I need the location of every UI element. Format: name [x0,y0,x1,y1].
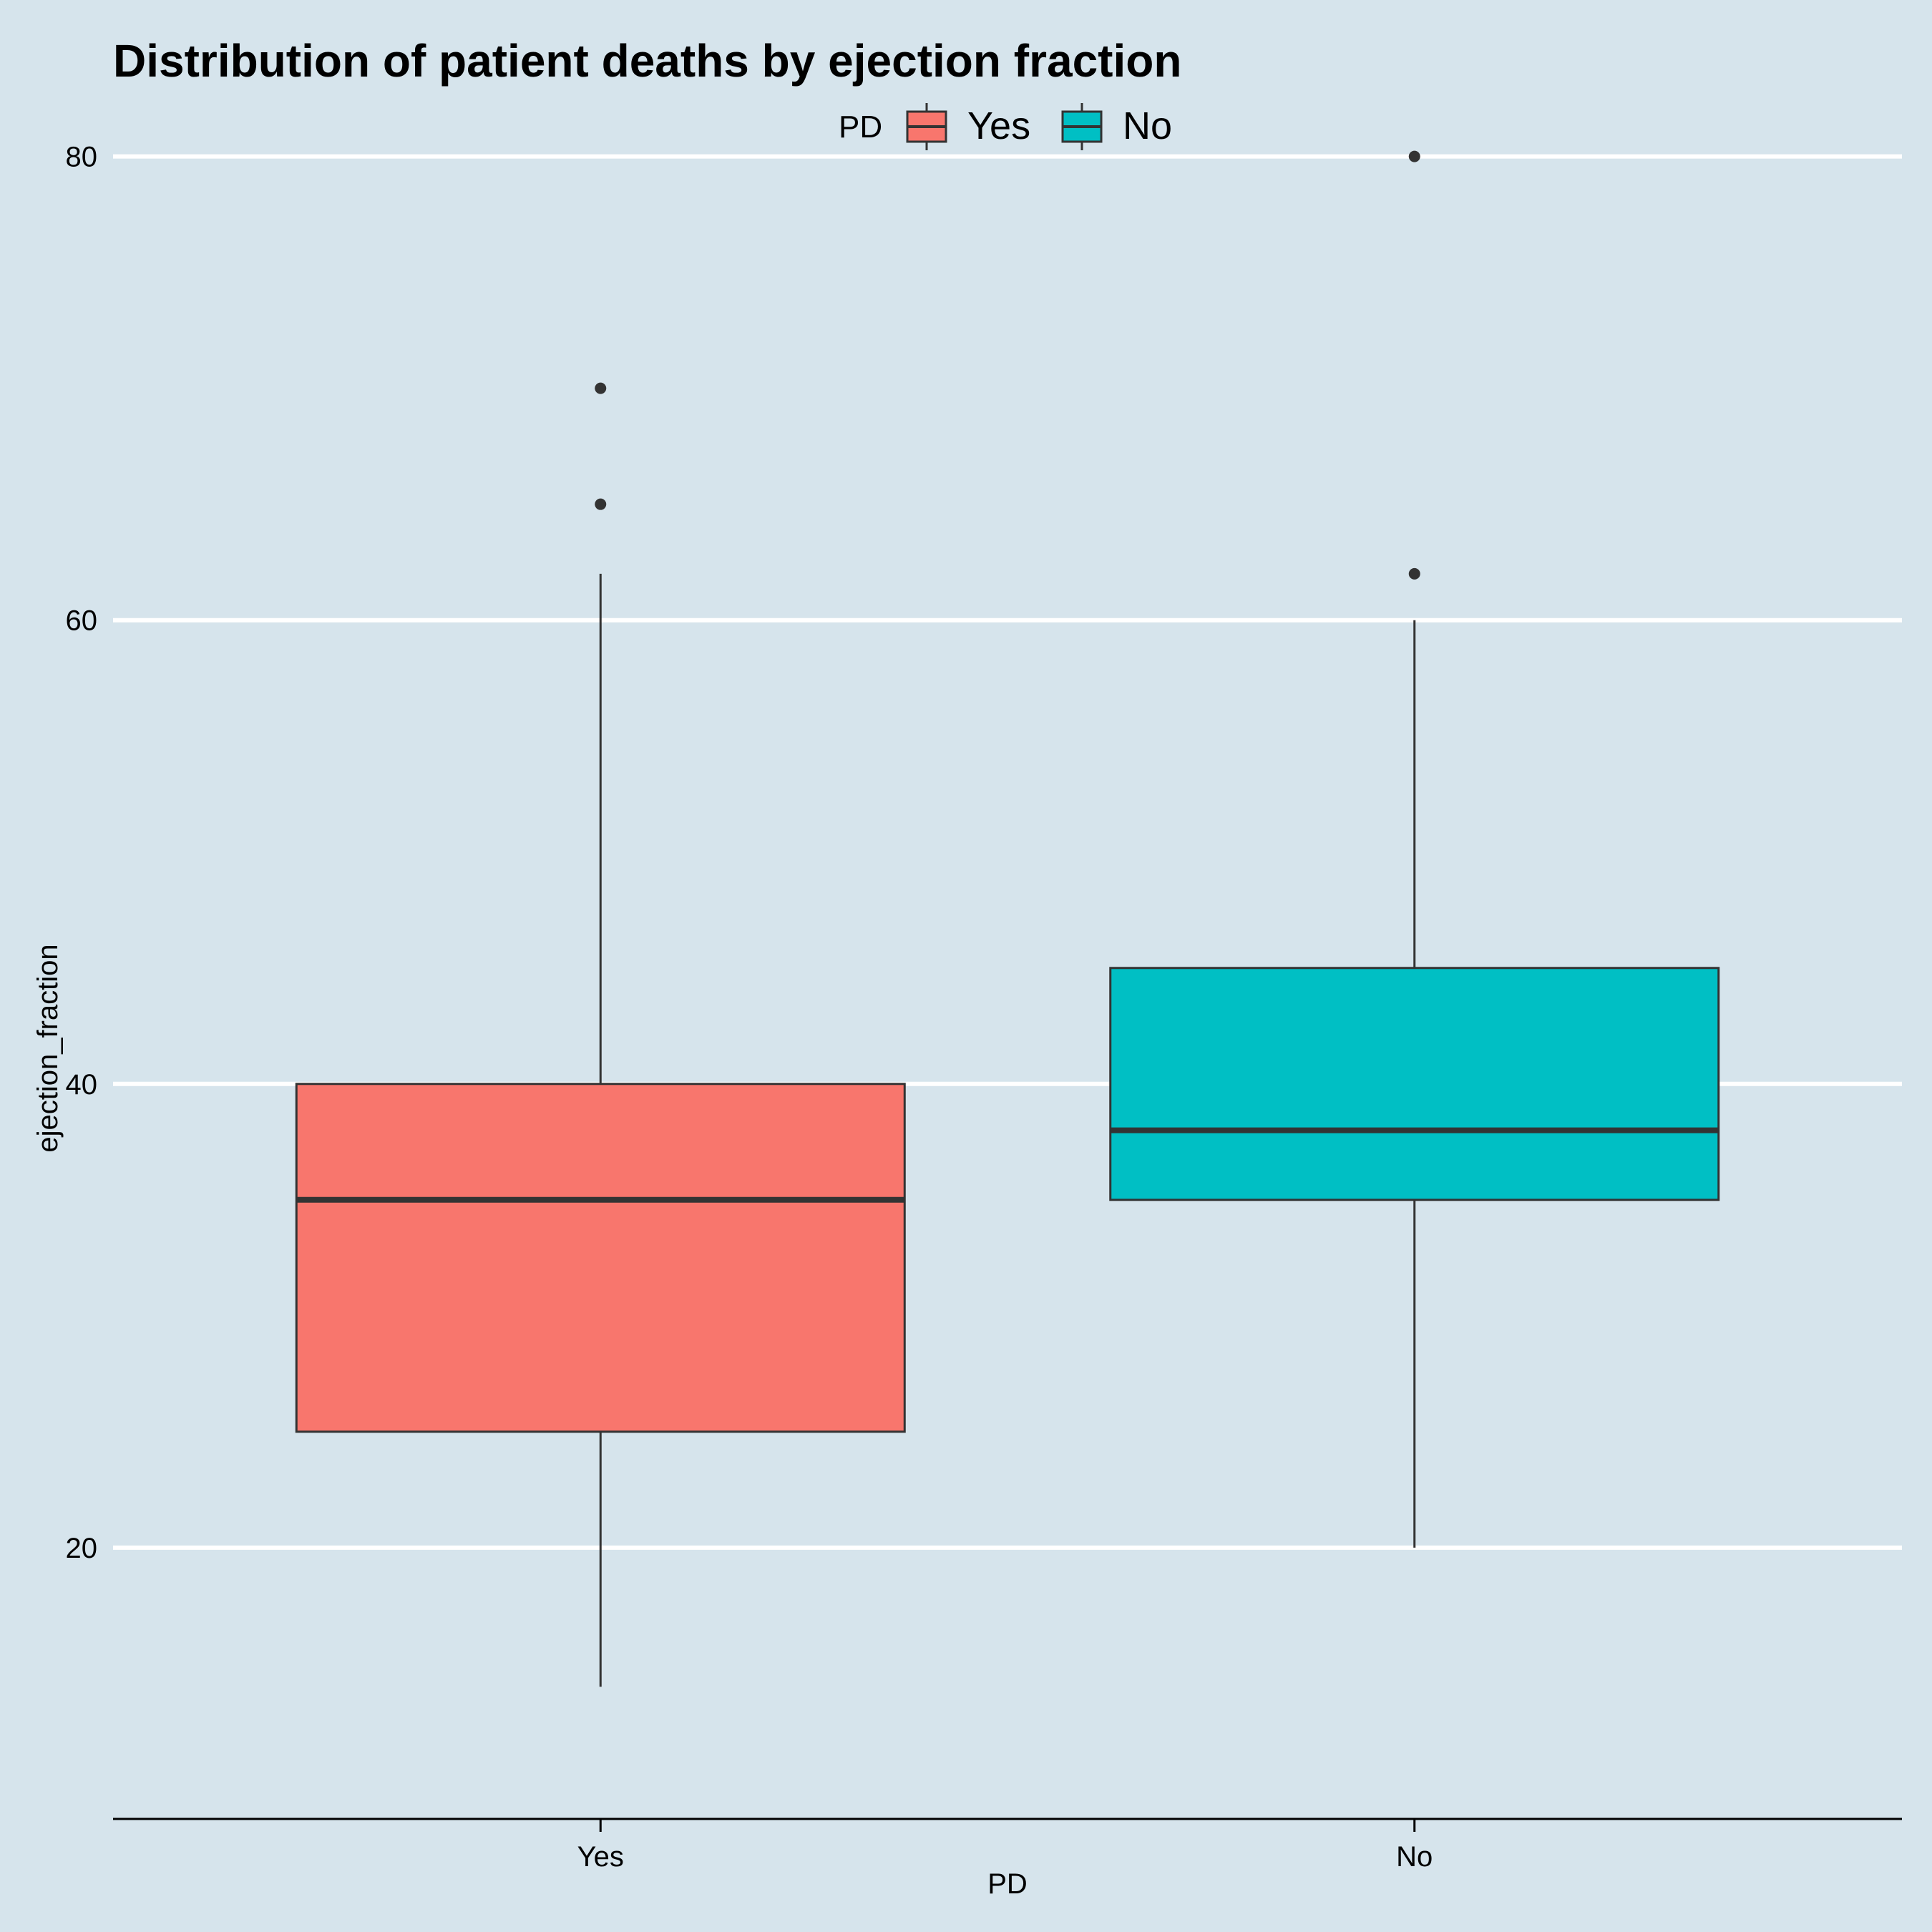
legend: PD Yes No [839,103,1172,150]
legend-label: No [1123,104,1172,147]
outlier-point [1408,150,1420,162]
legend-title: PD [839,109,882,145]
y-tick-label: 40 [66,1069,98,1101]
legend-items: Yes No [906,103,1172,150]
iqr-box [1109,967,1720,1201]
legend-item-no: No [1061,103,1172,150]
x-tick-label: No [1396,1841,1433,1873]
y-axis-tick-labels: 20 40 60 80 [66,142,98,1564]
box-yes [295,382,906,1687]
legend-item-yes: Yes [906,103,1030,150]
y-tick-label: 60 [66,605,98,637]
outlier-point [595,382,607,394]
y-tick-label: 20 [66,1533,98,1564]
outlier-point [595,498,607,510]
y-axis-title: ejection_fraction [32,944,64,1152]
outlier-point [1408,567,1420,580]
iqr-box [295,1083,906,1433]
x-tick-label: Yes [577,1841,624,1873]
x-axis-ticks: Yes No [577,1819,1433,1873]
x-axis-title: PD [987,1868,1028,1900]
y-tick-label: 80 [66,142,98,173]
boxes [295,150,1720,1687]
box-no [1109,150,1720,1548]
chart-title: Distribution of patient deaths by ejecti… [113,35,1181,87]
legend-label: Yes [967,104,1030,147]
